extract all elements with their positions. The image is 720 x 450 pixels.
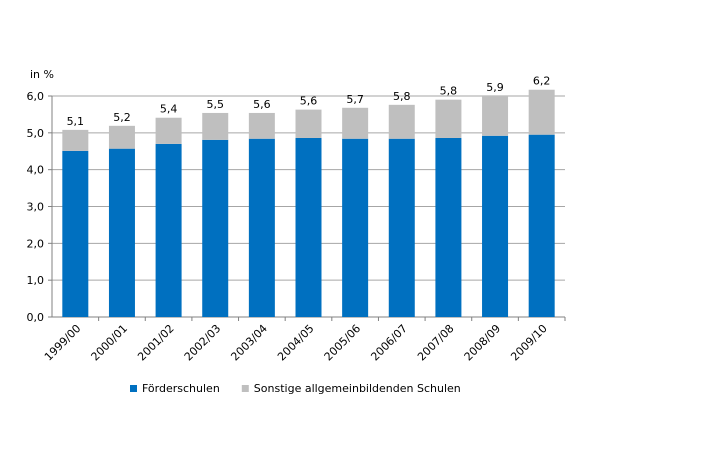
legend-swatch [241,385,249,392]
x-tick-label: 2008/09 [462,322,504,364]
x-tick-label: 2002/03 [182,322,224,364]
bar-segment [388,104,415,139]
bar-segment [248,112,275,139]
bar-segment [155,117,182,144]
y-axis-label: in % [30,68,54,81]
y-tick-label: 3,0 [27,201,45,214]
y-tick-label: 5,0 [27,127,45,140]
total-label: 5,2 [113,111,131,124]
x-tick-label: 1999/00 [42,322,84,364]
bar-segment [528,89,555,135]
bar-segment [342,138,369,317]
bar-segment [155,143,182,317]
bar-segment [295,109,322,138]
bar-segment [388,138,415,317]
y-tick-label: 1,0 [27,274,45,287]
bar-segment [248,138,275,317]
legend-label: Sonstige allgemeinbildenden Schulen [254,382,461,395]
bar-segment [62,150,89,317]
bar-segment [108,148,135,317]
bar-segment [482,96,509,136]
bar-segment [482,135,509,317]
total-label: 5,1 [67,115,85,128]
bar-segment [435,99,462,138]
total-label: 5,4 [160,103,178,116]
bar-segment [202,139,229,317]
bar-segment [108,125,135,149]
bar-segment [342,107,369,139]
legend-swatch [130,385,137,392]
total-label: 5,6 [253,98,271,111]
x-tick-label: 2005/06 [322,322,364,364]
total-label: 6,2 [533,75,551,88]
total-label: 5,7 [346,93,364,106]
x-tick-label: 2001/02 [135,322,177,364]
y-tick-label: 6,0 [27,90,45,103]
total-label: 5,9 [486,81,504,94]
y-tick-label: 4,0 [27,164,45,177]
y-tick-label: 0,0 [27,311,45,324]
total-label: 5,5 [206,98,224,111]
bar-segment [528,134,555,317]
x-tick-label: 2007/08 [415,322,457,364]
x-tick-label: 2009/10 [508,322,550,364]
bar-segment [435,137,462,317]
x-tick-label: 2006/07 [368,322,410,364]
bar-segment [62,129,89,151]
total-label: 5,8 [393,90,411,103]
total-label: 5,6 [300,95,318,108]
x-tick-label: 2003/04 [228,322,270,364]
x-tick-label: 2004/05 [275,322,317,364]
legend-label: Förderschulen [142,382,220,395]
x-tick-label: 2000/01 [89,322,131,364]
total-label: 5,8 [440,85,458,98]
bar-segment [202,112,229,140]
bar-segment [295,137,322,317]
y-tick-label: 2,0 [27,237,45,250]
